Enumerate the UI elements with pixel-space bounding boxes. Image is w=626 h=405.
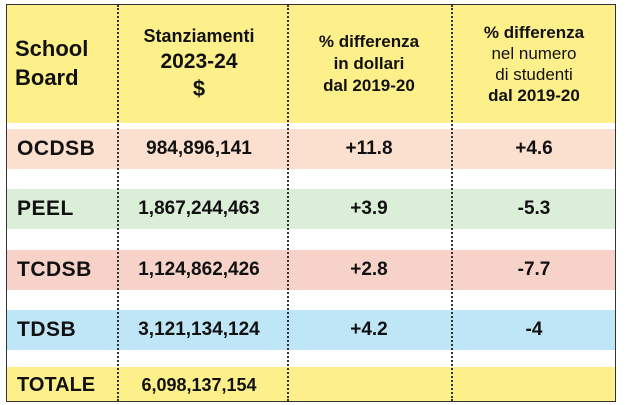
student-diff-cell: -5.3: [517, 198, 551, 219]
total-amount: 6,098,137,154: [141, 374, 257, 395]
dollar-diff-cell: +11.8: [345, 138, 393, 159]
header-student-line1: % differenza: [483, 22, 585, 42]
header-school-board: School Board: [7, 5, 119, 123]
amount-cell: 1,867,244,463: [138, 198, 260, 219]
header-student-diff: % differenza nel numero di studenti dal …: [451, 5, 615, 123]
column-divider: [451, 5, 453, 401]
student-diff-cell: -4: [525, 319, 543, 340]
header-student-line4: dal 2019-20: [488, 86, 580, 106]
header-school-line1: School: [15, 36, 89, 62]
header-dollar-line1: % differenza: [318, 31, 420, 51]
header-stanz-line1: Stanziamenti: [143, 26, 255, 47]
table-row: TCDSB 1,124,862,426 +2.8 -7.7: [7, 250, 615, 290]
data-table: School Board Stanziamenti 2023-24 $ % dif…: [6, 4, 616, 402]
table-row: PEEL 1,867,244,463 +3.9 -5.3: [7, 189, 615, 229]
board-name: TCDSB: [17, 258, 92, 281]
student-diff-cell: -7.7: [517, 259, 551, 280]
header-row: School Board Stanziamenti 2023-24 $ % dif…: [7, 5, 615, 123]
total-row: TOTALE 6,098,137,154: [7, 367, 615, 401]
header-stanz-line2: 2023-24: [160, 49, 238, 73]
dollar-diff-cell: +3.9: [350, 198, 388, 219]
amount-cell: 1,124,862,426: [138, 259, 260, 280]
dollar-diff-cell: +2.8: [350, 259, 388, 280]
student-diff-cell: +4.6: [515, 138, 553, 159]
column-divider: [287, 5, 289, 401]
header-dollar-line3: dal 2019-20: [323, 76, 415, 96]
column-divider: [117, 5, 119, 401]
table-row: TDSB 3,121,134,124 +4.2 -4: [7, 310, 615, 350]
table-row: OCDSB 984,896,141 +11.8 +4.6: [7, 129, 615, 169]
header-dollar-diff: % differenza in dollari dal 2019-20: [287, 5, 451, 123]
header-stanziamenti: Stanziamenti 2023-24 $: [111, 5, 287, 123]
amount-cell: 984,896,141: [146, 138, 252, 159]
header-student-line2: nel numero: [491, 43, 577, 63]
amount-cell: 3,121,134,124: [138, 319, 260, 340]
header-school-line2: Board: [15, 65, 79, 90]
board-name: TDSB: [17, 318, 77, 341]
dollar-diff-cell: +4.2: [350, 319, 388, 340]
board-name: OCDSB: [17, 137, 96, 160]
header-student-line3: di studenti: [495, 65, 573, 84]
header-stanz-line3: $: [192, 76, 206, 102]
board-name: PEEL: [17, 197, 74, 220]
total-label: TOTALE: [17, 373, 96, 396]
header-dollar-line2: in dollari: [333, 53, 405, 73]
